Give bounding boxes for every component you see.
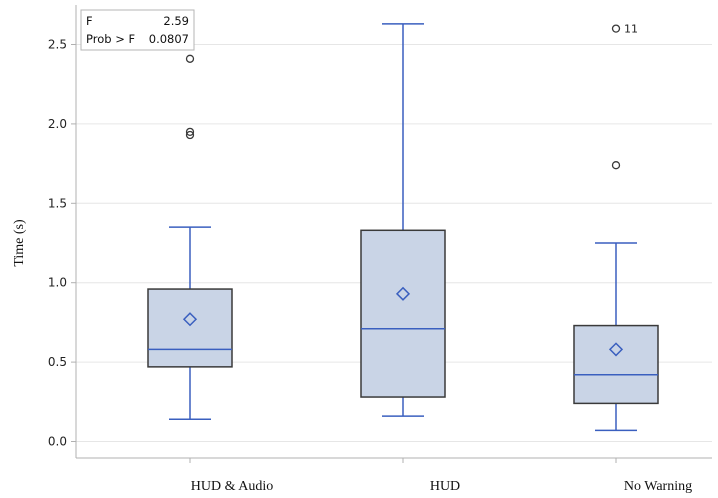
outlier-label: 11 bbox=[624, 23, 638, 36]
axes bbox=[71, 5, 712, 463]
outlier-point bbox=[611, 24, 621, 33]
box-group bbox=[147, 54, 233, 421]
stats-inset-frame bbox=[80, 9, 195, 51]
mean-marker bbox=[395, 286, 411, 301]
y-tick-label: 2.5 bbox=[48, 38, 67, 52]
iqr-box bbox=[360, 229, 446, 398]
f-label: F bbox=[86, 14, 93, 28]
outlier-point bbox=[185, 54, 195, 63]
mean-marker bbox=[182, 312, 198, 327]
box-group bbox=[360, 23, 446, 417]
y-axis-title: Time (s) bbox=[12, 219, 27, 267]
f-value: 2.59 bbox=[163, 14, 189, 28]
y-tick-label: 1.0 bbox=[48, 276, 67, 290]
stats-inset: F 2.59 Prob > F 0.0807 bbox=[80, 9, 195, 51]
p-label: Prob > F bbox=[86, 32, 135, 46]
iqr-box bbox=[147, 288, 233, 368]
x-category-label: No Warning bbox=[624, 479, 692, 494]
iqr-box bbox=[573, 324, 659, 405]
outlier-point bbox=[185, 127, 195, 136]
outlier-point bbox=[185, 130, 195, 140]
labels: 0.0 0.5 1.0 1.5 2.0 2.5 HUD & Audio HUD No Warni… bbox=[48, 38, 692, 495]
y-tick-label: 1.5 bbox=[48, 196, 67, 210]
y-tick-label: 0.5 bbox=[48, 355, 67, 369]
p-value: 0.0807 bbox=[149, 32, 189, 46]
outlier-point bbox=[611, 161, 621, 170]
y-tick-label: 0.0 bbox=[48, 435, 67, 449]
x-category-label: HUD bbox=[430, 479, 460, 494]
mean-marker bbox=[608, 342, 624, 357]
boxes: 11 bbox=[147, 23, 659, 432]
x-category-label: HUD & Audio bbox=[191, 479, 273, 494]
box-group: 11 bbox=[573, 23, 659, 432]
y-tick-label: 2.0 bbox=[48, 117, 67, 131]
